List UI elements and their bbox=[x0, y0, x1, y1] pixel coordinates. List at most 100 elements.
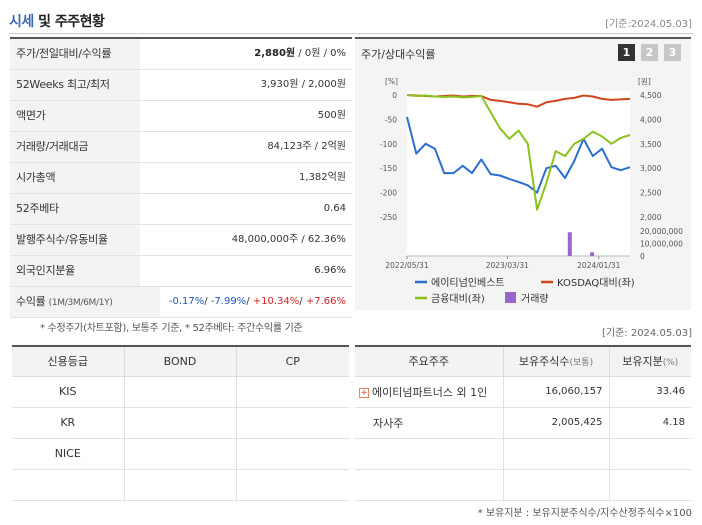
holder-shares bbox=[503, 469, 610, 501]
x-tick-label: 2023/03/31 bbox=[486, 261, 529, 270]
chart-tab-1[interactable]: 1 bbox=[618, 44, 635, 61]
credit-agency bbox=[12, 469, 125, 501]
right-tick-label: 2,000 bbox=[640, 213, 662, 222]
volume-tick-label: 0 bbox=[640, 252, 645, 261]
credit-bond bbox=[124, 376, 237, 408]
info-row-shares: 발행주식수/유동비율 48,000,000주 / 62.36% bbox=[10, 225, 352, 256]
table-row bbox=[355, 469, 691, 501]
info-row-beta: 52주베타 0.64 bbox=[10, 194, 352, 225]
info-value: 48,000,000주 / 62.36% bbox=[231, 234, 346, 245]
return-1m: -0.17% bbox=[168, 296, 205, 307]
header-divider bbox=[9, 33, 693, 34]
info-value: -0.17%/ -7.99%/ +10.34%/ +7.66% bbox=[168, 296, 346, 307]
credit-cp bbox=[236, 376, 349, 408]
credit-cp bbox=[236, 407, 349, 439]
volume-tick-label: 20,000,000 bbox=[640, 227, 683, 236]
right-axis-unit: [원] bbox=[638, 77, 651, 86]
left-tick-label: -200 bbox=[380, 189, 397, 198]
footnote-holding: * 보유지분 : 보유지분주식수/지수산정주식수×100 bbox=[477, 508, 692, 519]
title-accent: 시세 bbox=[9, 14, 34, 30]
price-value: 2,880원 bbox=[254, 48, 296, 59]
page-title: 시세 및 주주현황 bbox=[9, 11, 105, 31]
right-tick-label: 4,500 bbox=[640, 91, 662, 100]
credit-header-rating: 신용등급 bbox=[12, 345, 125, 377]
info-label: 액면가 bbox=[10, 101, 140, 131]
credit-bond bbox=[124, 407, 237, 439]
holders-header-pct-unit: (%) bbox=[662, 358, 679, 369]
info-row-par: 액면가 500원 bbox=[10, 101, 352, 132]
info-row-return: 수익률 (1M/3M/6M/1Y) -0.17%/ -7.99%/ +10.34… bbox=[10, 287, 352, 318]
info-value: 6.96% bbox=[314, 265, 346, 276]
left-tick-label: -150 bbox=[380, 164, 397, 173]
holder-shares: 16,060,157 bbox=[503, 376, 610, 408]
holders-header-shares-unit: (보통) bbox=[569, 358, 594, 369]
info-label: 발행주식수/유동비율 bbox=[10, 225, 140, 255]
credit-header-cp: CP bbox=[236, 345, 349, 377]
table-row bbox=[355, 438, 691, 470]
right-tick-label: 4,000 bbox=[640, 115, 662, 124]
return-6m: +10.34% bbox=[252, 296, 300, 307]
chart-panel: 주가/상대수익률 1 2 3 [%] [원] 0 -50 -100 -150 -200 -25… bbox=[355, 37, 691, 310]
info-label: 수익률 (1M/3M/6M/1Y) bbox=[10, 287, 160, 317]
credit-cp bbox=[236, 438, 349, 470]
credit-rating-table: 신용등급 BOND CP KIS KR NICE bbox=[12, 345, 349, 501]
table-row: KIS bbox=[12, 376, 349, 408]
table-row bbox=[12, 469, 349, 501]
credit-bond bbox=[124, 438, 237, 470]
chart-tab-2[interactable]: 2 bbox=[641, 44, 658, 61]
info-value: 1,382억원 bbox=[298, 172, 346, 183]
legend-label: 에이티넘인베스트 bbox=[431, 277, 505, 289]
holder-name: 자사주 bbox=[355, 407, 504, 439]
table-row: NICE bbox=[12, 438, 349, 470]
holder-pct bbox=[609, 438, 691, 470]
left-tick-label: -50 bbox=[385, 115, 397, 124]
holders-header-shares: 보유주식수(보통) bbox=[503, 345, 610, 377]
holder-name-text: 에이티넘파트너스 외 1인 bbox=[372, 385, 488, 399]
chart-title: 주가/상대수익률 bbox=[361, 48, 436, 61]
info-label: 거래량/거래대금 bbox=[10, 132, 140, 162]
info-row-volume: 거래량/거래대금 84,123주 / 2억원 bbox=[10, 132, 352, 163]
holder-pct bbox=[609, 469, 691, 501]
series-line bbox=[406, 116, 631, 194]
plot-background bbox=[407, 91, 630, 256]
price-change: / 0원 / 0% bbox=[295, 48, 346, 59]
expand-plus-icon[interactable]: + bbox=[359, 387, 369, 398]
left-tick-label: 0 bbox=[392, 91, 397, 100]
price-return-chart: [%] [원] 0 -50 -100 -150 -200 -250 4,500 4,000 3,50… bbox=[380, 77, 683, 305]
title-rest: 및 주주현황 bbox=[38, 14, 105, 30]
x-tick-label: 2022/05/31 bbox=[385, 261, 428, 270]
right-tick-label: 3,000 bbox=[640, 164, 662, 173]
holder-shares bbox=[503, 438, 610, 470]
volume-tick-label: 10,000,000 bbox=[640, 240, 683, 249]
holder-name bbox=[355, 438, 504, 470]
table-row: + 에이티넘파트너스 외 1인 16,060,157 33.46 bbox=[355, 376, 691, 408]
volume-bar bbox=[590, 252, 595, 256]
info-label: 주가/전일대비/수익률 bbox=[10, 39, 140, 69]
right-tick-label: 2,500 bbox=[640, 189, 662, 198]
info-row-price: 주가/전일대비/수익률 2,880원 / 0원 / 0% bbox=[10, 39, 352, 70]
return-1y: +7.66% bbox=[305, 296, 346, 307]
credit-header-bond: BOND bbox=[124, 345, 237, 377]
holder-name: + 에이티넘파트너스 외 1인 bbox=[355, 376, 504, 408]
chart-tab-3[interactable]: 3 bbox=[664, 44, 681, 61]
credit-cp bbox=[236, 469, 349, 501]
holder-shares: 2,005,425 bbox=[503, 407, 610, 439]
info-label: 52Weeks 최고/최저 bbox=[10, 70, 140, 100]
volume-bar bbox=[567, 232, 572, 256]
holders-header-name: 주요주주 bbox=[355, 345, 504, 377]
credit-bond bbox=[124, 469, 237, 501]
info-value: 0.64 bbox=[323, 203, 346, 214]
info-row-52w: 52Weeks 최고/최저 3,930원 / 2,000원 bbox=[10, 70, 352, 101]
return-label: 수익률 bbox=[16, 295, 46, 308]
info-row-foreign: 외국인지분율 6.96% bbox=[10, 256, 352, 287]
info-label: 외국인지분율 bbox=[10, 256, 140, 286]
series-line bbox=[406, 94, 631, 211]
holders-header-pct-label: 보유지분 bbox=[622, 355, 663, 369]
legend-box-icon bbox=[505, 292, 516, 303]
legend-label: KOSDAQ대비(좌) bbox=[557, 277, 635, 289]
info-value: 84,123주 / 2억원 bbox=[267, 141, 346, 152]
left-axis-unit: [%] bbox=[385, 77, 398, 86]
right-tick-label: 3,500 bbox=[640, 140, 662, 149]
shareholders-table: 주요주주 보유주식수(보통) 보유지분(%) + 에이티넘파트너스 외 1인 16… bbox=[355, 345, 691, 501]
x-tick-label: 2024/01/31 bbox=[577, 261, 620, 270]
